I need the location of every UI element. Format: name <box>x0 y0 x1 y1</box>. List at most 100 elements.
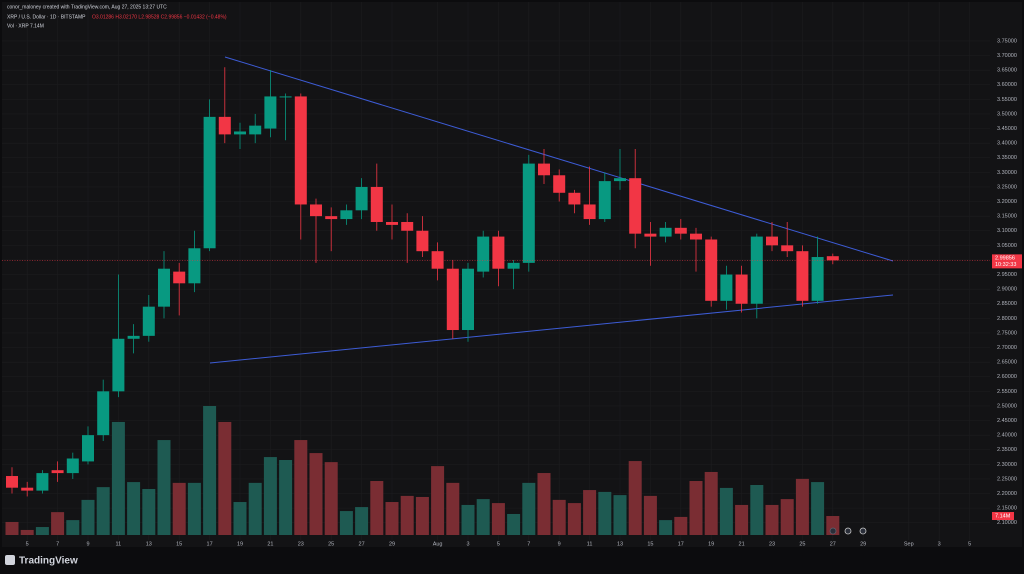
brand: TradingView <box>19 556 78 567</box>
brand-logo <box>5 555 15 565</box>
volume-bar <box>309 453 323 535</box>
candle-body <box>51 470 64 474</box>
volume-bar <box>811 482 825 535</box>
volume-bar <box>522 482 536 535</box>
x-tick-label: 15 <box>647 541 653 547</box>
y-tick-label: 2.20000 <box>997 491 1017 497</box>
symbol-title: XRP / U.S. Dollar · 1D · BITSTAMP <box>7 14 86 20</box>
candle-body <box>507 262 520 269</box>
candle-body <box>553 175 566 193</box>
candle-body <box>568 192 581 205</box>
volume-bar <box>370 481 384 535</box>
volume-bar <box>35 527 49 535</box>
x-tick-label: 29 <box>389 541 395 547</box>
x-tick-label: 7 <box>56 541 59 547</box>
overlay: 2.10000 2.15000 2.20000 2.25000 2.30000 2.350… <box>2 38 1022 547</box>
y-tick-label: 2.55000 <box>997 389 1017 395</box>
volume-label: 7.14M <box>995 513 1011 519</box>
y-tick-label: 2.10000 <box>997 520 1017 526</box>
x-tick-label: 5 <box>26 541 29 547</box>
y-tick-label: 3.10000 <box>997 228 1017 234</box>
candle-body <box>826 256 839 261</box>
candle-body <box>720 274 733 301</box>
volume-bar <box>507 513 521 535</box>
candle-body <box>583 204 596 220</box>
x-tick-label: 25 <box>799 541 805 547</box>
x-tick-label: 7 <box>527 541 530 547</box>
y-tick-label: 3.60000 <box>997 82 1017 88</box>
y-tick-label: 3.20000 <box>997 199 1017 205</box>
candle-body <box>355 186 368 211</box>
candle-body <box>294 96 307 205</box>
candle-body <box>614 178 626 182</box>
x-tick-label: 15 <box>176 541 182 547</box>
volume-bar <box>20 529 34 535</box>
volume-bar <box>5 521 19 535</box>
x-tick-label: 9 <box>558 541 561 547</box>
y-tick-label: 3.40000 <box>997 141 1017 147</box>
event-icon[interactable] <box>844 527 852 535</box>
candle-body <box>340 210 353 220</box>
candle-body <box>188 248 201 284</box>
candle-body <box>112 338 125 392</box>
x-tick-label: 23 <box>298 541 304 547</box>
volume-bar <box>659 520 673 535</box>
x-tick-label: Sep <box>904 541 914 547</box>
candle-body <box>218 116 231 135</box>
candle-body <box>446 268 459 331</box>
candle-body <box>264 96 277 129</box>
candle-body <box>629 178 642 234</box>
volume-bar <box>643 495 657 535</box>
volume-bar <box>127 482 141 535</box>
x-tick-label: 11 <box>587 541 593 547</box>
x-tick-label: 3 <box>466 541 469 547</box>
event-icon[interactable] <box>829 527 837 535</box>
volume-bar <box>339 511 353 535</box>
y-tick-label: 3.15000 <box>997 214 1017 220</box>
candle-body <box>325 216 338 220</box>
event-icon[interactable] <box>859 527 867 535</box>
x-tick-label: 9 <box>86 541 89 547</box>
y-tick-label: 3.05000 <box>997 243 1017 249</box>
x-tick-label: 17 <box>678 541 684 547</box>
candles <box>6 67 839 497</box>
volume-bar <box>598 491 612 535</box>
volume-bar <box>537 473 551 535</box>
volume-bar <box>765 504 779 535</box>
candle-body <box>6 476 18 488</box>
x-tick-label: 21 <box>267 541 273 547</box>
last-price-label: 2.99856 <box>995 255 1015 261</box>
candle-body <box>522 163 535 263</box>
candle-body <box>97 391 110 436</box>
volume-bar <box>142 488 156 535</box>
lower-trendline <box>209 294 894 364</box>
candle-body <box>127 335 140 339</box>
candle-body <box>598 181 611 220</box>
volume-bar <box>111 421 125 535</box>
y-tick-label: 2.60000 <box>997 374 1017 380</box>
x-tick-label: 25 <box>328 541 334 547</box>
candle-body <box>705 239 718 301</box>
y-tick-label: 2.15000 <box>997 506 1017 512</box>
y-tick-label: 3.55000 <box>997 97 1017 103</box>
y-tick-label: 2.30000 <box>997 462 1017 468</box>
y-tick-label: 3.25000 <box>997 184 1017 190</box>
volume-legend: Vol · XRP 7.14M <box>7 23 44 29</box>
volume-bar <box>689 481 703 535</box>
x-tick-label: Aug <box>433 541 443 547</box>
candle-body <box>401 221 414 231</box>
countdown-label: 10:32:33 <box>995 262 1016 268</box>
candle-body <box>477 236 490 272</box>
candle-body <box>735 274 748 304</box>
volume-bar <box>461 504 475 535</box>
candle-body <box>811 257 824 301</box>
y-tick-label: 2.90000 <box>997 287 1017 293</box>
volume-bar <box>324 462 338 535</box>
volume-bar <box>51 512 65 535</box>
x-tick-label: 23 <box>769 541 775 547</box>
y-tick-label: 2.75000 <box>997 330 1017 336</box>
y-tick-label: 3.30000 <box>997 170 1017 176</box>
volume-bar <box>750 484 764 535</box>
y-tick-label: 3.70000 <box>997 53 1017 59</box>
candle-body <box>36 473 49 491</box>
